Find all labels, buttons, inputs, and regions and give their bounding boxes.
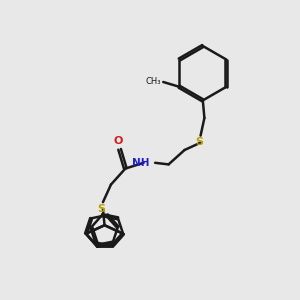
Text: O: O [113, 136, 123, 146]
Text: S: S [98, 204, 105, 214]
Text: CH₃: CH₃ [145, 77, 161, 86]
Text: S: S [195, 137, 203, 147]
Text: NH: NH [132, 158, 149, 168]
